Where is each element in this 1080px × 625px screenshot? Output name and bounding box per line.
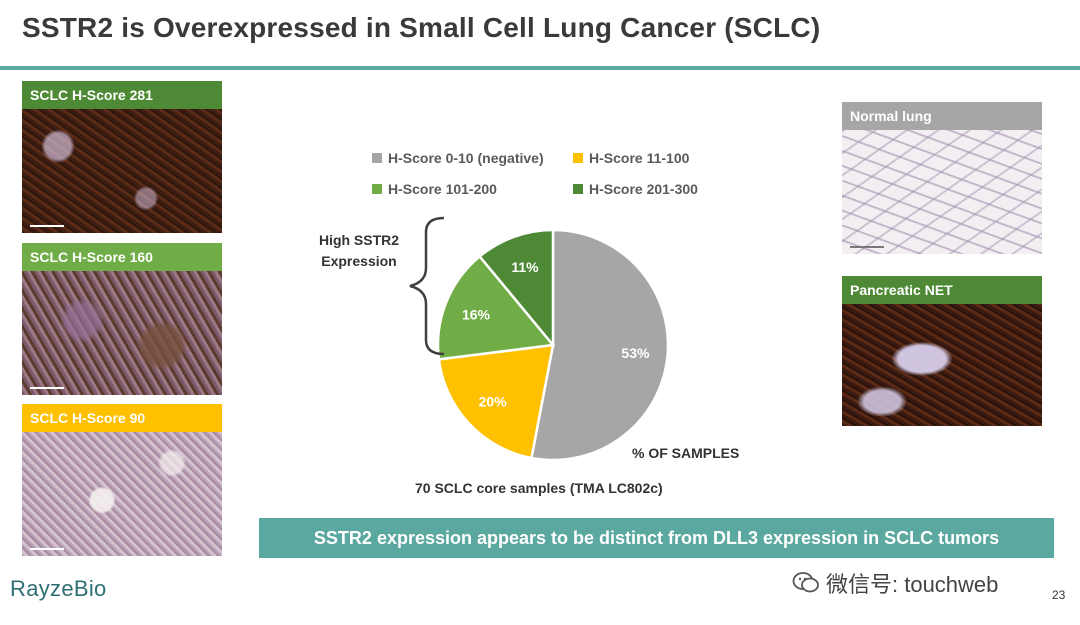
panel-sclc-90: SCLC H-Score 90: [22, 404, 222, 556]
scale-bar: [30, 548, 64, 550]
scale-bar: [850, 246, 884, 248]
pie-slice-4: [477, 228, 555, 349]
legend-label: H-Score 201-300: [589, 181, 698, 197]
company-logo: RayzeBio: [10, 576, 107, 601]
pie-slices: [436, 228, 670, 462]
histology-image: [22, 432, 222, 556]
wechat-watermark: 微信号: touchweb: [792, 567, 998, 599]
legend-item-negative: H-Score 0-10 (negative): [372, 150, 544, 166]
legend-swatch: [573, 184, 583, 194]
chart-caption: 70 SCLC core samples (TMA LC802c): [415, 480, 663, 496]
scale-bar: [30, 225, 64, 227]
watermark-text: 微信号: touchweb: [826, 572, 999, 597]
high-expression-label: High SSTR2 Expression: [318, 232, 400, 269]
chart-title: % OF SAMPLES: [632, 445, 740, 461]
panel-label: SCLC H-Score 90: [22, 404, 222, 432]
page-number: 23: [1052, 588, 1066, 602]
pie-slice-1: [529, 228, 670, 462]
legend-swatch: [573, 153, 583, 163]
panel-sclc-160: SCLC H-Score 160: [22, 243, 222, 395]
legend-label: H-Score 101-200: [388, 181, 497, 197]
legend-swatch: [372, 153, 382, 163]
pie-data-label-3: 16%: [462, 307, 491, 323]
histology-image: [842, 130, 1042, 254]
conclusion-banner: SSTR2 expression appears to be distinct …: [259, 518, 1054, 558]
histology-image: [842, 304, 1042, 426]
legend-swatch: [372, 184, 382, 194]
curly-brace: [409, 216, 445, 356]
panel-label: Normal lung: [842, 102, 1042, 130]
legend-item-11-100: H-Score 11-100: [573, 150, 689, 166]
panel-normal-lung: Normal lung: [842, 102, 1042, 254]
pie-slice-2: [437, 343, 555, 460]
pie-data-label-1: 53%: [621, 345, 650, 361]
panel-label: SCLC H-Score 281: [22, 81, 222, 109]
scale-bar: [30, 387, 64, 389]
pie-slice-3: [436, 254, 556, 361]
legend-label: H-Score 11-100: [589, 150, 690, 166]
slide-title: SSTR2 is Overexpressed in Small Cell Lun…: [22, 12, 821, 43]
legend-label: H-Score 0-10 (negative): [388, 150, 544, 166]
panel-label: Pancreatic NET: [842, 276, 1042, 304]
panel-pancreatic-net: Pancreatic NET: [842, 276, 1042, 426]
panel-sclc-281: SCLC H-Score 281: [22, 81, 222, 233]
panel-label: SCLC H-Score 160: [22, 243, 222, 271]
histology-image: [22, 271, 222, 395]
wechat-icon: [792, 572, 819, 593]
pie-labels: 53% 20% 16% 11%: [462, 259, 650, 410]
legend-item-201-300: H-Score 201-300: [573, 181, 698, 197]
pie-data-label-2: 20%: [479, 394, 508, 410]
title-divider: [0, 66, 1080, 70]
legend-item-101-200: H-Score 101-200: [372, 181, 497, 197]
pie-data-label-4: 11%: [511, 259, 539, 275]
histology-image: [22, 109, 222, 233]
